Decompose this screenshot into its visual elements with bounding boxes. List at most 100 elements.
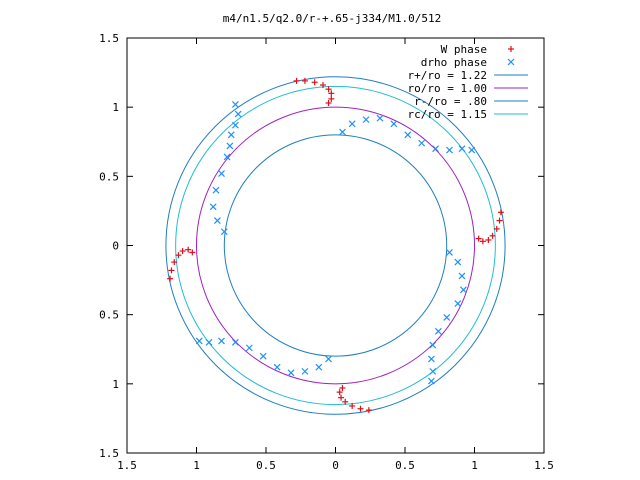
series-0-point-9 bbox=[496, 217, 503, 224]
series-0-point-14 bbox=[475, 235, 482, 242]
series-1-point-8 bbox=[209, 203, 217, 211]
chart-title: m4/n1.5/q2.0/r-+.65-j334/M1.0/512 bbox=[223, 12, 442, 25]
circle-1 bbox=[196, 106, 475, 385]
series-1-point-13 bbox=[362, 116, 370, 124]
series-1-point-23 bbox=[454, 258, 462, 266]
series-0-point-27 bbox=[185, 246, 192, 253]
legend-label-circle-0: r+/ro = 1.22 bbox=[408, 69, 487, 82]
legend-label-circle-1: ro/ro = 1.00 bbox=[408, 82, 487, 95]
series-1-point-38 bbox=[259, 352, 267, 360]
series-1-point-20 bbox=[458, 145, 466, 153]
series-0-point-6 bbox=[328, 95, 335, 102]
x-tick-label-6: 1.5 bbox=[534, 459, 554, 472]
series-0-point-3 bbox=[319, 82, 326, 89]
legend-label-circle-3: rc/ro = 1.15 bbox=[408, 108, 487, 121]
series-1-point-1 bbox=[234, 110, 242, 118]
series-1-point-9 bbox=[213, 217, 221, 225]
series-0-point-8 bbox=[497, 209, 504, 216]
y-tick-label-2: 0.5 bbox=[99, 309, 119, 322]
x-tick-label-1: 1 bbox=[193, 459, 200, 472]
x-tick-label-0: 1.5 bbox=[117, 459, 137, 472]
series-0-point-22 bbox=[167, 275, 174, 282]
legend-marker-series-1 bbox=[507, 58, 515, 66]
series-1-point-31 bbox=[429, 367, 437, 375]
series-0-point-23 bbox=[168, 267, 175, 274]
y-tick-label-5: 1 bbox=[112, 101, 119, 114]
series-0-point-2 bbox=[311, 79, 318, 86]
series-1-point-21 bbox=[468, 146, 476, 154]
series-0-point-20 bbox=[336, 389, 343, 396]
series-0-point-15 bbox=[365, 407, 372, 414]
series-1-point-10 bbox=[220, 228, 228, 236]
series-1-point-40 bbox=[231, 338, 239, 346]
series-layer bbox=[167, 77, 504, 414]
series-1-point-32 bbox=[427, 377, 435, 385]
x-tick-label-4: 0.5 bbox=[395, 459, 415, 472]
circle-0 bbox=[165, 76, 506, 415]
series-1-point-33 bbox=[325, 355, 332, 363]
series-0-point-12 bbox=[485, 236, 492, 243]
series-0-point-11 bbox=[489, 232, 496, 239]
series-1-point-2 bbox=[231, 121, 239, 129]
series-0-point-24 bbox=[171, 259, 178, 266]
series-0-point-16 bbox=[357, 405, 364, 412]
x-tick-label-2: 0.5 bbox=[256, 459, 276, 472]
y-tick-label-4: 0.5 bbox=[99, 170, 119, 183]
series-1-point-26 bbox=[454, 300, 462, 308]
series-0-point-4 bbox=[325, 86, 332, 93]
series-0-point-28 bbox=[189, 249, 196, 256]
series-0-point-19 bbox=[338, 394, 345, 401]
series-1-point-29 bbox=[429, 341, 437, 349]
y-tick-label-6: 1.5 bbox=[99, 32, 119, 45]
series-1-point-19 bbox=[446, 146, 453, 154]
series-0-point-10 bbox=[493, 225, 500, 232]
series-0-point-17 bbox=[349, 402, 356, 409]
series-1-point-7 bbox=[212, 186, 220, 194]
series-1-point-41 bbox=[218, 337, 225, 345]
circle-2 bbox=[223, 134, 448, 357]
series-1-point-6 bbox=[218, 170, 225, 177]
y-tick-label-0: 1.5 bbox=[99, 447, 119, 460]
x-tick-label-5: 1 bbox=[471, 459, 478, 472]
series-0-point-18 bbox=[342, 398, 349, 405]
series-1-point-12 bbox=[348, 120, 356, 128]
series-1-point-15 bbox=[390, 120, 398, 128]
series-1-point-5 bbox=[223, 153, 231, 161]
series-0-point-0 bbox=[293, 77, 300, 84]
legend-label-circle-2: r-/ro = .80 bbox=[414, 95, 487, 108]
series-1-point-37 bbox=[273, 363, 281, 371]
series-1-point-27 bbox=[443, 314, 451, 321]
series-0-point-26 bbox=[179, 248, 186, 255]
series-1-point-42 bbox=[205, 338, 213, 346]
series-1-point-39 bbox=[245, 344, 253, 352]
series-1-point-43 bbox=[195, 337, 203, 345]
series-1-point-30 bbox=[427, 355, 435, 363]
series-1-point-24 bbox=[458, 272, 466, 280]
series-1-point-22 bbox=[446, 248, 453, 256]
series-1-point-16 bbox=[404, 131, 412, 139]
series-0-point-1 bbox=[301, 77, 308, 84]
series-1-point-4 bbox=[226, 142, 234, 150]
series-1-point-11 bbox=[339, 128, 346, 136]
series-1-point-36 bbox=[287, 369, 295, 377]
series-1-point-35 bbox=[301, 367, 309, 375]
x-tick-label-3: 0 bbox=[332, 459, 339, 472]
circle-3 bbox=[175, 85, 496, 406]
series-1-point-18 bbox=[432, 145, 440, 153]
y-tick-label-1: 1 bbox=[112, 378, 119, 391]
series-0-point-13 bbox=[479, 238, 486, 245]
series-0-point-5 bbox=[328, 90, 335, 97]
series-1-point-0 bbox=[231, 100, 239, 108]
series-1-point-3 bbox=[227, 131, 235, 139]
series-1-point-34 bbox=[315, 363, 323, 371]
series-1-point-28 bbox=[434, 327, 442, 335]
legend-label-series-0: W phase bbox=[441, 43, 487, 56]
legend-label-series-1: drho phase bbox=[421, 56, 487, 69]
series-1-point-25 bbox=[459, 286, 467, 294]
series-0-point-25 bbox=[175, 252, 182, 259]
y-tick-label-3: 0 bbox=[112, 240, 119, 253]
legend-marker-series-0 bbox=[508, 46, 514, 52]
